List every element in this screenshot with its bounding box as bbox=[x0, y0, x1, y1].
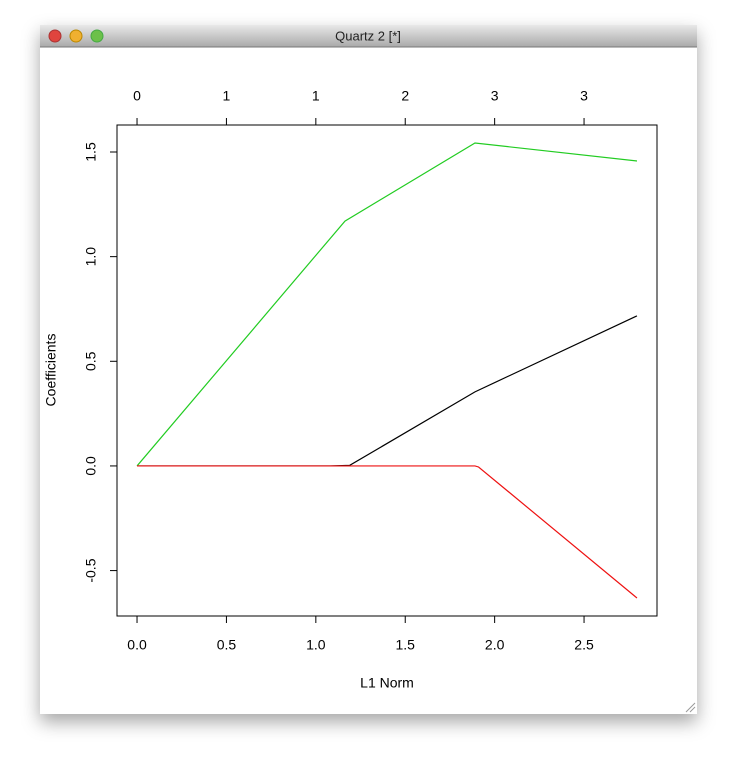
x-axis-label: L1 Norm bbox=[360, 675, 414, 691]
y-tick-label: 1.5 bbox=[83, 142, 99, 162]
window bbox=[40, 25, 697, 714]
y-axis-label: Coefficients bbox=[43, 334, 59, 407]
x-tick-label: 2.0 bbox=[485, 637, 505, 653]
minimize-button[interactable] bbox=[69, 29, 83, 43]
close-button[interactable] bbox=[48, 29, 62, 43]
series-line bbox=[136, 142, 638, 467]
y-tick-label: 0.0 bbox=[83, 456, 99, 476]
y-tick-label: 1.0 bbox=[83, 247, 99, 267]
top-tick-label: 3 bbox=[491, 88, 499, 104]
x-tick-label: 0.5 bbox=[217, 637, 237, 653]
top-tick-label: 2 bbox=[401, 88, 409, 104]
y-tick-label: 0.5 bbox=[83, 351, 99, 371]
top-tick-label: 1 bbox=[223, 88, 231, 104]
plot: 0.0 0.5 1.0 1.5 2.0 2.5 0 1 1 2 3 3 -0.5 0.0 0.5 1.0 1.5 bbox=[83, 88, 638, 653]
top-tick-label: 1 bbox=[312, 88, 320, 104]
x-tick-label: 2.5 bbox=[574, 637, 594, 653]
y-tick-label: -0.5 bbox=[83, 558, 99, 582]
top-tick-label: 3 bbox=[580, 88, 588, 104]
x-tick-label: 1.0 bbox=[306, 637, 326, 653]
plot-frame bbox=[116, 124, 658, 617]
series-line bbox=[137, 465, 638, 599]
resize-grip[interactable] bbox=[685, 702, 696, 713]
top-tick-label: 0 bbox=[133, 88, 141, 104]
x-tick-label: 1.5 bbox=[396, 637, 416, 653]
title-bar bbox=[40, 25, 697, 47]
window-title: Quartz 2 [*] bbox=[335, 28, 401, 43]
x-tick-label: 0.0 bbox=[127, 637, 147, 653]
zoom-button[interactable] bbox=[90, 29, 104, 43]
